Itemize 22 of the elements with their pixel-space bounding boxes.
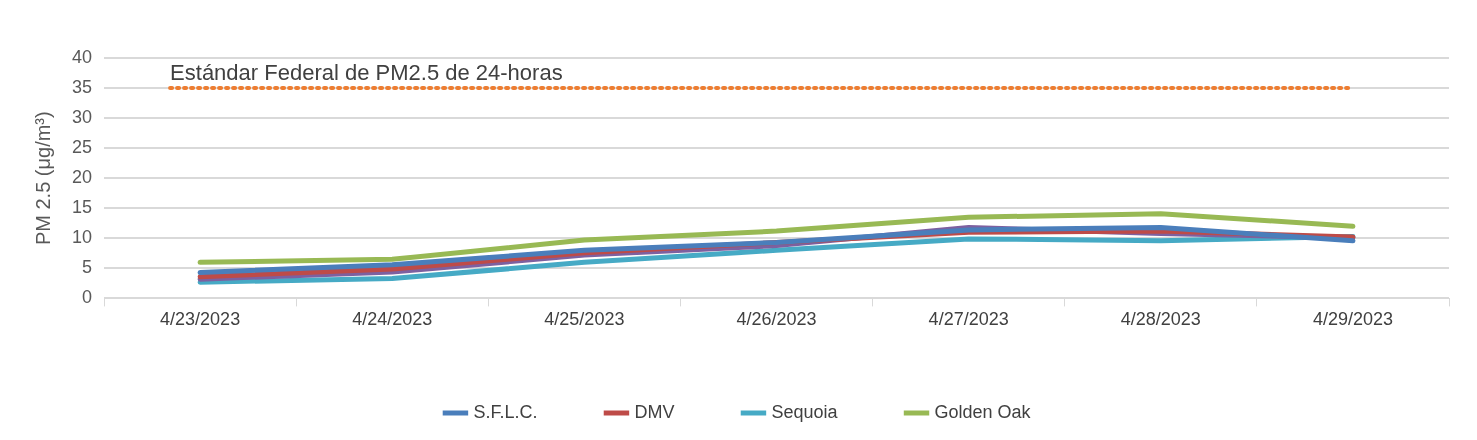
x-tick-label: 4/25/2023 [544, 309, 625, 330]
y-tick-label: 30 [71, 107, 93, 128]
legend-label: Golden Oak [934, 401, 1032, 422]
legend-label: Sequoia [771, 401, 839, 422]
x-tick-label: 4/27/2023 [928, 309, 1009, 330]
y-tick-label: 15 [71, 197, 93, 218]
x-tick-label: 4/26/2023 [736, 309, 817, 330]
x-tick-label: 4/29/2023 [1312, 309, 1393, 330]
legend-label: S.F.L.C. [473, 401, 538, 422]
x-tick-label: 4/28/2023 [1120, 309, 1201, 330]
legend-label: DMV [634, 401, 675, 422]
y-tick-label: 40 [71, 46, 93, 67]
y-tick-label: 5 [82, 257, 93, 278]
y-tick-label: 20 [71, 167, 93, 188]
y-axis-title: PM 2.5 (μg/m³) [31, 111, 54, 246]
ref-line-label: Estándar Federal de PM2.5 de 24-horas [170, 60, 563, 86]
y-tick-label: 10 [71, 227, 93, 248]
y-tick-label: 25 [71, 137, 93, 158]
x-tick-label: 4/23/2023 [160, 309, 241, 330]
y-tick-label: 0 [82, 287, 93, 308]
x-tick-label: 4/24/2023 [352, 309, 433, 330]
y-tick-label: 35 [71, 77, 93, 98]
